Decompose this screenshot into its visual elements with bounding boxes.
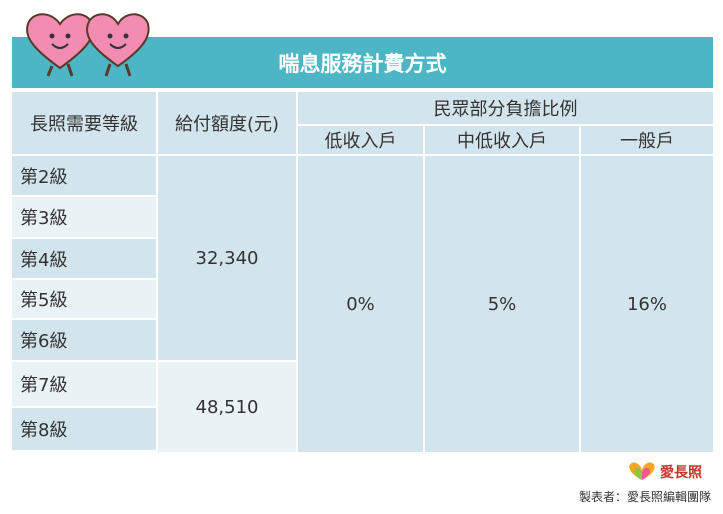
subheader-cell: 低收入戶 <box>298 126 423 154</box>
share-cell: 0% <box>298 156 423 452</box>
level-cell: 第7級 <box>12 362 156 406</box>
level: 第7級 <box>20 375 68 396</box>
subheader-text: 一般戶 <box>620 131 674 152</box>
amount: 48,510 <box>195 396 259 418</box>
share-cell: 5% <box>425 156 579 452</box>
logo-icon <box>629 462 655 480</box>
amount-cell: 48,510 <box>158 362 296 452</box>
level: 第5級 <box>20 290 68 311</box>
header-text: 給付額度(元) <box>174 114 280 135</box>
share: 5% <box>487 293 517 315</box>
level-cell: 第3級 <box>12 197 156 237</box>
amount-cell: 32,340 <box>158 156 296 360</box>
subheader-cell: 中低收入戶 <box>425 126 579 154</box>
header-text: 民眾部分負擔比例 <box>433 99 578 120</box>
level: 第2級 <box>20 166 68 188</box>
level: 第4級 <box>20 249 68 271</box>
share: 0% <box>346 293 375 315</box>
level: 第8級 <box>20 420 68 441</box>
header-text: 長照需要等級 <box>30 114 138 135</box>
subheader-cell: 一般戶 <box>581 126 713 154</box>
level-cell: 第4級 <box>12 239 156 278</box>
credit: 製表者：愛長照編輯團隊 <box>578 490 711 504</box>
title: 喘息服務計費方式 <box>278 51 447 76</box>
logo-text: 愛長照 <box>660 465 702 481</box>
share: 16% <box>626 293 667 315</box>
header-cell: 給付額度(元) <box>158 92 296 154</box>
share-cell: 16% <box>581 156 713 452</box>
level-cell: 第6級 <box>12 320 156 360</box>
level: 第6級 <box>20 331 68 352</box>
hearts-icon <box>26 13 150 77</box>
level-cell: 第2級 <box>12 156 156 195</box>
header-cell: 長照需要等級 <box>12 92 156 154</box>
header-cell: 民眾部分負擔比例 <box>298 92 713 124</box>
subheader-text: 低收入戶 <box>324 131 397 152</box>
level: 第3級 <box>20 208 68 229</box>
level-cell: 第5級 <box>12 280 156 318</box>
level-cell: 第8級 <box>12 408 156 450</box>
amount: 32,340 <box>195 247 259 269</box>
subheader-text: 中低收入戶 <box>457 131 547 152</box>
